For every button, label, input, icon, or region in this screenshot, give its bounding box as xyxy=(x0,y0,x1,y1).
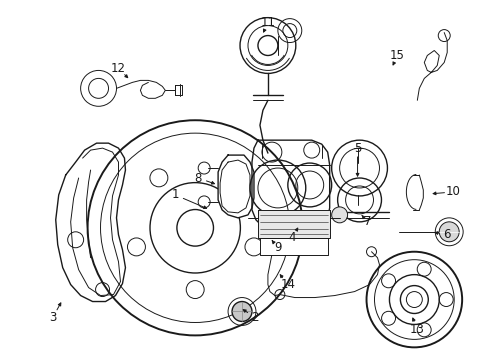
Text: 9: 9 xyxy=(274,241,282,254)
Text: 2: 2 xyxy=(251,311,259,324)
Text: 14: 14 xyxy=(280,278,295,291)
Polygon shape xyxy=(258,210,330,238)
Text: 3: 3 xyxy=(49,311,56,324)
Text: 5: 5 xyxy=(354,141,361,155)
Polygon shape xyxy=(252,140,330,230)
Text: 6: 6 xyxy=(443,228,451,241)
Circle shape xyxy=(332,207,347,223)
Polygon shape xyxy=(175,85,182,95)
Text: 10: 10 xyxy=(446,185,461,198)
Text: 12: 12 xyxy=(111,62,126,75)
Text: 13: 13 xyxy=(410,323,425,336)
Text: 11: 11 xyxy=(260,16,275,29)
Polygon shape xyxy=(218,155,254,218)
Circle shape xyxy=(439,222,459,242)
Text: 1: 1 xyxy=(172,188,179,202)
Text: 4: 4 xyxy=(288,231,295,244)
Polygon shape xyxy=(260,238,328,255)
Circle shape xyxy=(232,302,252,321)
Text: 8: 8 xyxy=(195,171,202,185)
Text: 15: 15 xyxy=(390,49,405,62)
Text: 7: 7 xyxy=(364,215,371,228)
